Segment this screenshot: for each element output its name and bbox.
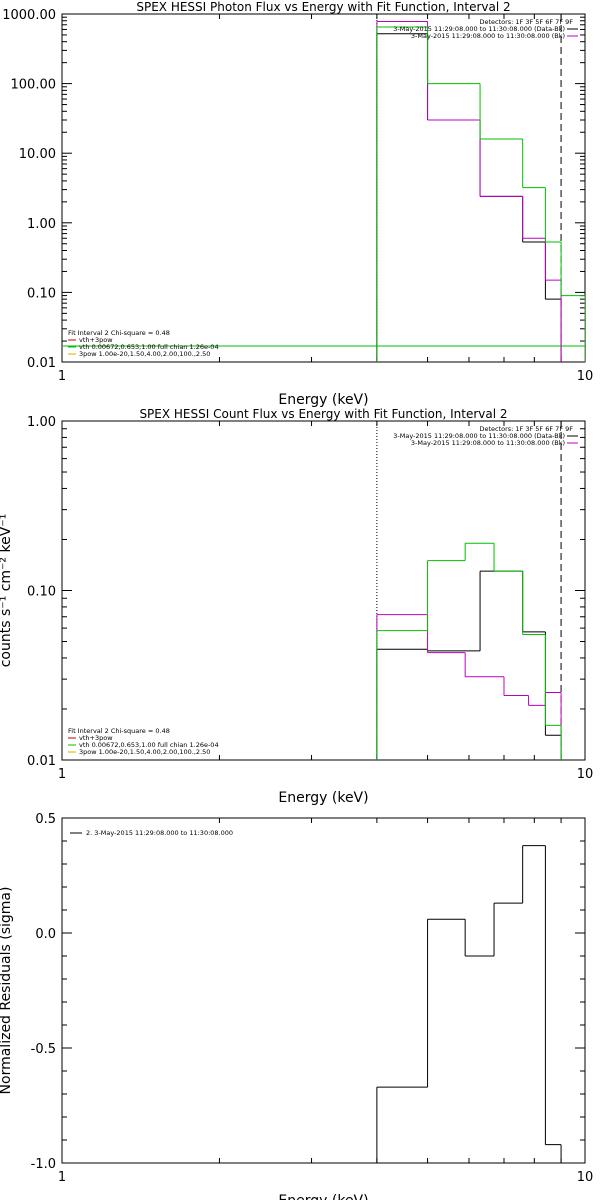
y-tick-label: -0.5 [31,1042,56,1057]
legend-heading: Detectors: 1F 3F 5F 6F 7F 9F [479,18,573,26]
legend-heading: Fit Interval 2 Chi-square = 0.48 [68,727,170,735]
y-tick-label: 1.00 [27,217,56,232]
series-fit [62,26,585,362]
x-tick-label: 1 [58,1170,66,1185]
legend-entry-label: 3-May-2015 11:29:08.000 to 11:30:08.000 … [393,25,565,33]
y-axis-ticks: 0.01 0.10 1.00 10.00 100.00 1000.00 [2,8,585,371]
y-tick-label: 100.00 [11,78,57,93]
series-fit [376,542,562,760]
x-axis-label: Energy (keV) [278,1193,368,1200]
legend-top: Detectors: 1F 3F 5F 6F 7F 9F3-May-2015 1… [393,18,578,40]
y-tick-label: 0.01 [27,356,56,371]
y-axis-ticks: 0.5 0.0 -0.5 -1.0 [31,812,585,1172]
y-tick-label: 0.10 [27,286,56,301]
x-tick-label: 1 [58,767,66,782]
x-axis-ticks: 1 10 [58,14,593,384]
chart-panel-3: 1 10 Energy (keV) 0.5 0.0 -0.5 -1.0 Normalized … [0,812,593,1200]
x-axis-label: Energy (keV) [278,790,368,806]
chart-panel-1: SPEX HESSI Photon Flux vs Energy with Fi… [2,0,593,408]
series-data-bk [376,33,562,362]
chart-title: SPEX HESSI Count Flux vs Energy with Fit… [139,407,507,421]
y-tick-label: -1.0 [31,1157,56,1172]
y-tick-label: 0.10 [27,585,56,600]
legend-entry-label: 2. 3-May-2015 11:29:08.000 to 11:30:08.0… [86,829,233,837]
chart-title: SPEX HESSI Photon Flux vs Energy with Fi… [136,0,510,14]
legend-entry-label: 3-May-2015 11:29:08.000 to 11:30:08.000 … [393,432,565,440]
chart-panel-2: SPEX HESSI Count Flux vs Energy with Fit… [0,407,593,806]
y-axis-label: counts s⁻¹ cm⁻² keV⁻¹ [0,514,14,668]
y-tick-label: 1000.00 [2,8,56,23]
y-axis-label: Normalized Residuals (sigma) [0,887,14,1095]
legend-entry-label: 3pow 1.00e-20,1.50,4.00,2.00,100.,2.50 [79,748,210,756]
x-tick-label: 1 [58,369,66,384]
x-axis-ticks: 1 10 [58,421,593,782]
plot-frame [61,817,586,1164]
legend-bottom: Fit Interval 2 Chi-square = 0.48vth+3pow… [68,329,219,358]
y-tick-label: 0.0 [35,927,56,942]
y-tick-label: 10.00 [19,147,56,162]
series-bk [376,21,562,362]
x-tick-label: 10 [577,1170,594,1185]
y-tick-label: 0.5 [35,812,56,827]
legend-entry-label: 3pow 1.00e-20,1.50,4.00,2.00,100.,2.50 [79,350,210,358]
legend-entry-label: 3-May-2015 11:29:08.000 to 11:30:08.000 … [411,32,565,40]
legend-top: 2. 3-May-2015 11:29:08.000 to 11:30:08.0… [70,829,233,837]
plot-frame [61,13,586,363]
legend-entry-label: vth 0.00672,0.653,1.00 full chian 1.26e-… [79,343,219,351]
legend-entry-label: vth+3pow [79,734,113,742]
x-tick-label: 10 [577,767,594,782]
x-axis-label: Energy (keV) [278,392,368,408]
x-tick-label: 10 [577,369,594,384]
y-tick-label: 0.01 [27,754,56,769]
legend-entry-label: vth 0.00672,0.653,1.00 full chian 1.26e-… [79,741,219,749]
x-axis-ticks: 1 10 [58,818,593,1185]
legend-entry-label: vth+3pow [79,336,113,344]
legend-heading: Detectors: 1F 3F 5F 6F 7F 9F [479,425,573,433]
legend-top: Detectors: 1F 3F 5F 6F 7F 9F3-May-2015 1… [393,425,578,447]
plot-frame [61,420,586,761]
y-axis-ticks: 0.01 0.10 1.00 [27,415,585,769]
legend-entry-label: 3-May-2015 11:29:08.000 to 11:30:08.000 … [411,439,565,447]
series-bk [376,614,562,760]
legend-bottom: Fit Interval 2 Chi-square = 0.48vth+3pow… [68,727,219,756]
series-residuals [376,845,562,1163]
y-tick-label: 1.00 [27,415,56,430]
series-data-bk [376,570,562,760]
legend-heading: Fit Interval 2 Chi-square = 0.48 [68,329,170,337]
